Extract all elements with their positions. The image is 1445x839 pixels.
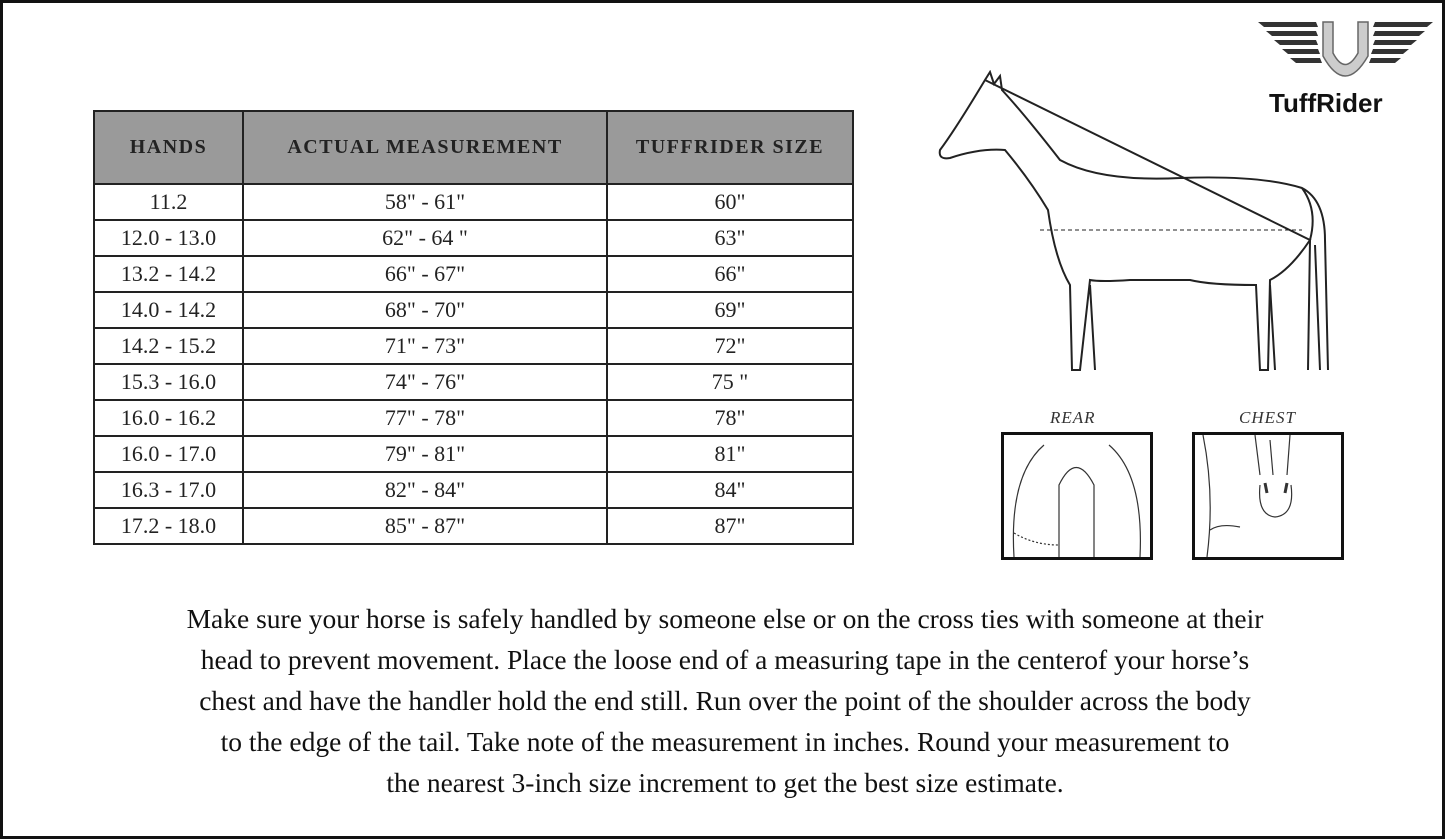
horseshoe-icon xyxy=(1322,21,1369,77)
cell-actual-measurement: 58" - 61" xyxy=(242,183,608,221)
cell-tuffrider-size: 78" xyxy=(606,399,854,437)
horse-outline-illustration xyxy=(938,70,1329,371)
cell-actual-measurement: 85" - 87" xyxy=(242,507,608,545)
table-row: 13.2 - 14.2 66" - 67" 66" xyxy=(93,255,854,293)
cell-hands: 15.3 - 16.0 xyxy=(93,363,244,401)
cell-actual-measurement: 82" - 84" xyxy=(242,471,608,509)
cell-tuffrider-size: 75 " xyxy=(606,363,854,401)
cell-tuffrider-size: 87" xyxy=(606,507,854,545)
cell-hands: 13.2 - 14.2 xyxy=(93,255,244,293)
cell-actual-measurement: 66" - 67" xyxy=(242,255,608,293)
table-row: 14.2 - 15.2 71" - 73" 72" xyxy=(93,327,854,365)
cell-tuffrider-size: 84" xyxy=(606,471,854,509)
rear-view-illustration xyxy=(1012,444,1141,558)
header-tuffrider-size: TUFFRIDER SIZE xyxy=(606,110,854,185)
cell-tuffrider-size: 81" xyxy=(606,435,854,473)
table-row: 14.0 - 14.2 68" - 70" 69" xyxy=(93,291,854,329)
rear-view-diagram xyxy=(1001,432,1153,560)
cell-actual-measurement: 77" - 78" xyxy=(242,399,608,437)
table-row: 16.0 - 16.2 77" - 78" 78" xyxy=(93,399,854,437)
instruction-line: to the edge of the tail. Take note of th… xyxy=(220,726,1230,757)
cell-hands: 12.0 - 13.0 xyxy=(93,219,244,257)
table-header-row: HANDS ACTUAL MEASUREMENT TUFFRIDER SIZE xyxy=(93,110,854,185)
instruction-line: Make sure your horse is safely handled b… xyxy=(186,603,1264,634)
size-chart-table: HANDS ACTUAL MEASUREMENT TUFFRIDER SIZE … xyxy=(93,110,854,545)
measuring-instructions: Make sure your horse is safely handled b… xyxy=(30,598,1420,803)
cell-tuffrider-size: 63" xyxy=(606,219,854,257)
header-actual-measurement: ACTUAL MEASUREMENT xyxy=(242,110,608,185)
cell-hands: 16.0 - 16.2 xyxy=(93,399,244,437)
cell-actual-measurement: 79" - 81" xyxy=(242,435,608,473)
cell-actual-measurement: 62" - 64 " xyxy=(242,219,608,257)
cell-hands: 14.2 - 15.2 xyxy=(93,327,244,365)
table-row: 12.0 - 13.0 62" - 64 " 63" xyxy=(93,219,854,257)
cell-tuffrider-size: 69" xyxy=(606,291,854,329)
cell-hands: 16.0 - 17.0 xyxy=(93,435,244,473)
header-hands: HANDS xyxy=(93,110,244,185)
wings-icon xyxy=(1258,22,1433,63)
tuffrider-logo xyxy=(1258,21,1433,77)
instruction-line: chest and have the handler hold the end … xyxy=(199,685,1251,716)
cell-tuffrider-size: 66" xyxy=(606,255,854,293)
table-row: 17.2 - 18.0 85" - 87" 87" xyxy=(93,507,854,545)
cell-actual-measurement: 71" - 73" xyxy=(242,327,608,365)
chest-label: CHEST xyxy=(1239,408,1296,427)
cell-hands: 17.2 - 18.0 xyxy=(93,507,244,545)
chest-view-illustration xyxy=(1202,434,1293,558)
table-row: 16.3 - 17.0 82" - 84" 84" xyxy=(93,471,854,509)
table-row: 11.2 58" - 61" 60" xyxy=(93,183,854,221)
cell-tuffrider-size: 60" xyxy=(606,183,854,221)
cell-hands: 14.0 - 14.2 xyxy=(93,291,244,329)
table-row: 15.3 - 16.0 74" - 76" 75 " xyxy=(93,363,854,401)
table-row: 16.0 - 17.0 79" - 81" 81" xyxy=(93,435,854,473)
cell-actual-measurement: 68" - 70" xyxy=(242,291,608,329)
chest-view-diagram xyxy=(1192,432,1344,560)
cell-tuffrider-size: 72" xyxy=(606,327,854,365)
cell-hands: 11.2 xyxy=(93,183,244,221)
rear-label: REAR xyxy=(1050,408,1096,427)
instruction-line: the nearest 3-inch size increment to get… xyxy=(386,767,1064,798)
cell-actual-measurement: 74" - 76" xyxy=(242,363,608,401)
cell-hands: 16.3 - 17.0 xyxy=(93,471,244,509)
logo-text: TuffRider xyxy=(1269,88,1383,118)
instruction-line: head to prevent movement. Place the loos… xyxy=(200,644,1250,675)
